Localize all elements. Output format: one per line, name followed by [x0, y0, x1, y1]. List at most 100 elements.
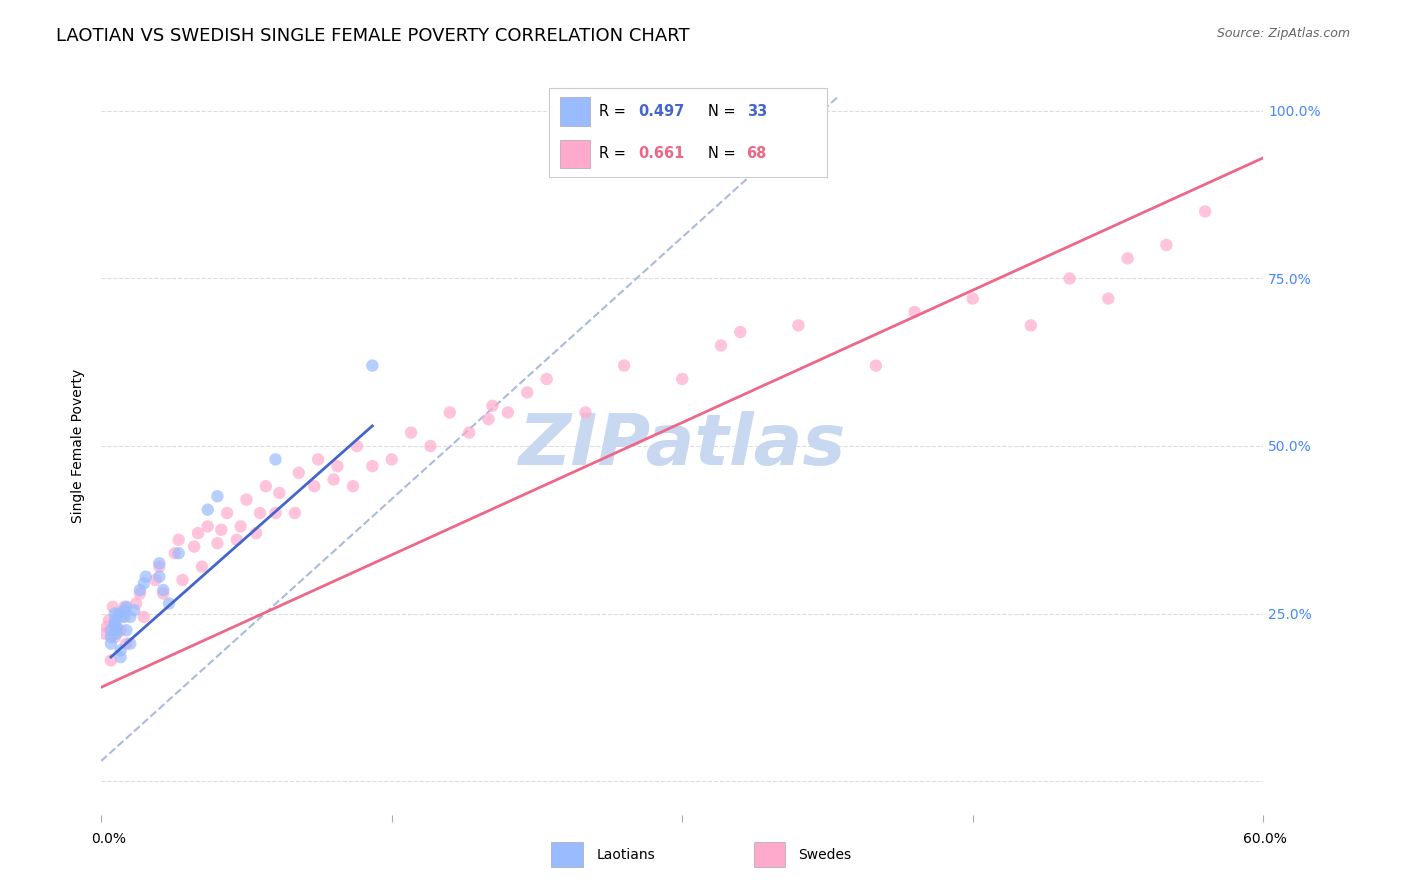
Point	[105, 626, 128, 640]
Point	[114, 610, 136, 624]
Point	[419, 439, 441, 453]
Point	[104, 613, 127, 627]
Point	[865, 359, 887, 373]
Point	[115, 624, 138, 638]
Y-axis label: Single Female Poverty: Single Female Poverty	[72, 369, 86, 523]
Point	[191, 559, 214, 574]
Point	[105, 624, 128, 638]
Point	[152, 586, 174, 600]
Point	[107, 607, 129, 621]
Point	[1019, 318, 1042, 333]
Point	[145, 573, 167, 587]
Point	[477, 412, 499, 426]
Point	[110, 650, 132, 665]
Point	[574, 405, 596, 419]
Point	[163, 546, 186, 560]
Point	[197, 519, 219, 533]
Point	[304, 479, 326, 493]
Point	[135, 569, 157, 583]
Point	[269, 486, 291, 500]
Point	[254, 479, 277, 493]
Point	[120, 610, 142, 624]
Point	[125, 597, 148, 611]
Point	[115, 637, 138, 651]
Point	[167, 533, 190, 547]
Point	[346, 439, 368, 453]
Text: Laotians: Laotians	[596, 847, 655, 862]
Point	[114, 599, 136, 614]
Point	[1194, 204, 1216, 219]
Point	[381, 452, 404, 467]
Point	[100, 624, 122, 638]
Point	[101, 599, 124, 614]
Point	[904, 305, 927, 319]
Point	[710, 338, 733, 352]
Point	[284, 506, 307, 520]
Point	[100, 630, 122, 644]
Point	[97, 613, 120, 627]
Point	[1116, 252, 1139, 266]
Point	[110, 624, 132, 638]
Point	[114, 603, 136, 617]
Point	[105, 620, 128, 634]
Point	[187, 526, 209, 541]
Text: ZIPatlas: ZIPatlas	[519, 411, 846, 481]
Point	[152, 583, 174, 598]
Point	[399, 425, 422, 440]
Point	[458, 425, 481, 440]
Point	[148, 569, 170, 583]
Point	[264, 506, 287, 520]
Point	[129, 583, 152, 598]
Point	[100, 653, 122, 667]
Point	[111, 610, 134, 624]
Point	[1097, 292, 1119, 306]
Point	[132, 610, 155, 624]
Point	[787, 318, 810, 333]
Point	[183, 540, 205, 554]
Text: Swedes: Swedes	[799, 847, 852, 862]
Point	[245, 526, 267, 541]
Point	[613, 359, 636, 373]
Point	[264, 452, 287, 467]
Bar	[551, 842, 582, 867]
Point	[361, 359, 384, 373]
Point	[148, 559, 170, 574]
Point	[209, 523, 232, 537]
Text: LAOTIAN VS SWEDISH SINGLE FEMALE POVERTY CORRELATION CHART: LAOTIAN VS SWEDISH SINGLE FEMALE POVERTY…	[56, 27, 690, 45]
Point	[157, 597, 180, 611]
Point	[132, 576, 155, 591]
Point	[104, 616, 127, 631]
Bar	[754, 842, 785, 867]
Point	[536, 372, 558, 386]
Point	[439, 405, 461, 419]
Point	[110, 643, 132, 657]
Point	[287, 466, 309, 480]
Point	[217, 506, 239, 520]
Point	[249, 506, 271, 520]
Point	[326, 459, 349, 474]
Point	[167, 546, 190, 560]
Point	[307, 452, 329, 467]
Point	[207, 536, 229, 550]
Point	[100, 637, 122, 651]
Point	[1059, 271, 1081, 285]
Point	[122, 603, 145, 617]
Text: 0.0%: 0.0%	[91, 832, 127, 846]
Text: 60.0%: 60.0%	[1243, 832, 1286, 846]
Point	[481, 399, 503, 413]
Point	[104, 620, 127, 634]
Point	[197, 502, 219, 516]
Point	[322, 473, 344, 487]
Point	[361, 459, 384, 474]
Point	[671, 372, 693, 386]
Point	[129, 586, 152, 600]
Point	[172, 573, 194, 587]
Point	[104, 607, 127, 621]
Point	[229, 519, 252, 533]
Point	[496, 405, 519, 419]
Text: Source: ZipAtlas.com: Source: ZipAtlas.com	[1216, 27, 1350, 40]
Point	[207, 489, 229, 503]
Point	[148, 556, 170, 570]
Point	[730, 325, 752, 339]
Point	[104, 630, 127, 644]
